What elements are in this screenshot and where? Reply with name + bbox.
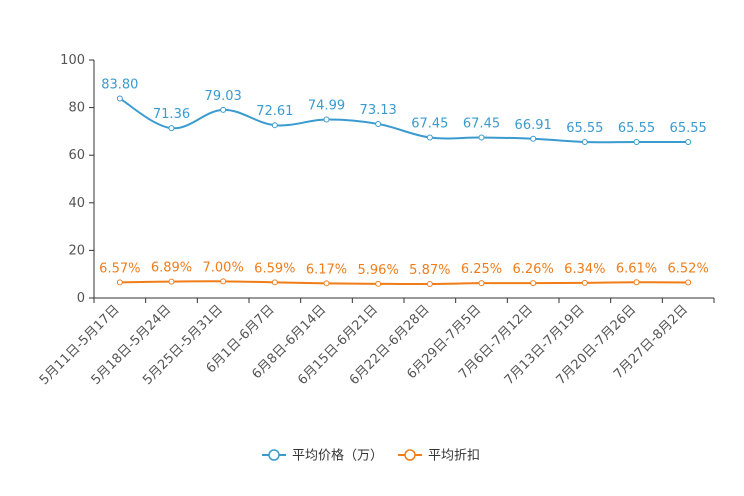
legend-marker [268,449,280,461]
data-point [478,134,485,141]
data-label: 6.34% [564,262,605,277]
data-label: 6.61% [616,261,657,276]
data-label: 5.87% [409,263,450,278]
y-tick-label: 20 [68,243,85,258]
data-point [581,279,588,286]
data-point [375,120,382,127]
data-point [168,125,175,132]
data-point [271,122,278,129]
series-line-2 [119,280,689,286]
data-label: 6.89% [151,261,192,276]
data-point [633,279,640,286]
data-label: 6.59% [254,261,295,276]
data-label: 73.13 [360,103,397,118]
data-point [530,135,537,142]
data-label: 66.91 [515,118,552,133]
data-label: 65.55 [566,121,603,136]
data-label: 67.45 [411,116,448,131]
data-point [633,138,640,145]
data-point [271,279,278,286]
data-point [168,278,175,285]
data-point [323,116,330,123]
y-tick-label: 100 [60,53,85,68]
data-label: 71.36 [153,107,190,122]
data-point [530,280,537,287]
series-line-1 [119,97,689,144]
data-point [426,134,433,141]
data-point [685,279,692,286]
data-label: 65.55 [670,121,707,136]
data-label: 79.03 [205,89,242,104]
y-tick-label: 60 [68,148,85,163]
data-label: 6.25% [461,262,502,277]
data-label: 67.45 [463,116,500,131]
data-point [116,279,123,286]
y-tick-label: 80 [68,101,85,116]
data-point [220,278,227,285]
data-point [685,138,692,145]
data-point [581,138,588,145]
data-point [116,95,123,102]
data-point [375,280,382,287]
data-point [323,280,330,287]
data-point [478,280,485,287]
y-tick-label: 0 [77,291,85,306]
data-label: 74.99 [308,99,345,114]
y-tick-label: 40 [68,196,85,211]
data-label: 6.26% [513,262,554,277]
legend-label: 平均价格（万） [292,448,383,464]
data-label: 6.52% [668,261,709,276]
data-label: 65.55 [618,121,655,136]
data-point [426,281,433,288]
data-label: 5.96% [358,263,399,278]
data-label: 6.57% [99,261,140,276]
data-label: 72.61 [256,104,293,119]
data-label: 6.17% [306,262,347,277]
data-point [220,106,227,113]
data-label: 83.80 [101,78,138,93]
legend-label: 平均折扣 [428,449,480,464]
data-label: 7.00% [203,260,244,275]
legend-marker [404,449,416,461]
